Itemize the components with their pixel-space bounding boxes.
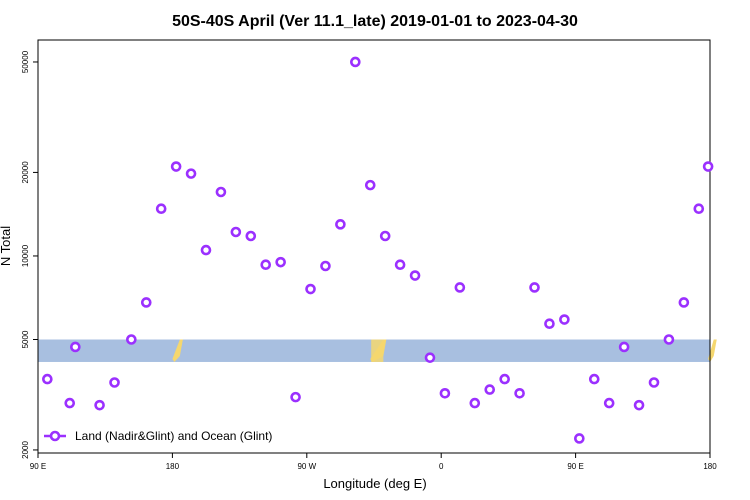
y-tick-label: 2000	[21, 440, 30, 458]
data-point	[409, 270, 421, 281]
data-point	[394, 259, 406, 271]
y-tick-label: 5000	[21, 330, 30, 348]
y-tick-label: 20000	[21, 161, 30, 184]
data-point	[454, 282, 466, 293]
data-point	[140, 297, 152, 308]
data-point	[320, 260, 331, 272]
data-point	[126, 334, 137, 345]
data-point	[94, 399, 105, 411]
y-axis-label: N Total	[0, 226, 13, 266]
data-point	[290, 391, 301, 403]
data-point	[439, 387, 451, 399]
y-axis: 2000 5000 10000 20000 50000	[21, 50, 38, 459]
data-point	[109, 377, 120, 388]
data-point	[275, 256, 286, 268]
x-tick-label: 90 W	[297, 462, 316, 471]
x-tick-label: 90 E	[567, 462, 583, 471]
data-point	[200, 244, 212, 256]
data-point	[544, 318, 555, 330]
data-point	[70, 341, 81, 353]
land-patches	[172, 339, 717, 362]
data-point	[155, 203, 167, 215]
data-point	[364, 179, 376, 191]
data-point	[648, 377, 660, 388]
data-point	[693, 203, 705, 215]
data-point	[469, 397, 481, 409]
data-point	[678, 297, 690, 308]
data-point	[350, 56, 361, 68]
data-point	[42, 373, 53, 385]
data-point	[633, 399, 645, 411]
data-point	[170, 161, 182, 172]
plot-frame	[37, 39, 711, 454]
data-point	[529, 282, 540, 293]
x-tick-label: 0	[439, 462, 444, 471]
data-point	[185, 168, 197, 179]
data-point	[618, 341, 630, 353]
data-points	[42, 56, 714, 444]
data-point	[424, 352, 436, 363]
data-point	[559, 314, 570, 325]
land-patch	[172, 339, 183, 362]
y-tick-label: 50000	[21, 50, 30, 73]
x-axis: 90 E 180 90 W 0 90 E 180	[30, 453, 717, 471]
data-point	[379, 230, 391, 242]
data-point	[702, 161, 714, 172]
land-patch	[371, 339, 384, 362]
legend-marker	[49, 430, 61, 442]
y-tick-label: 10000	[21, 244, 30, 267]
data-point	[245, 230, 257, 242]
x-tick-label: 180	[166, 462, 180, 471]
legend: Land (Nadir&Glint) and Ocean (Glint)	[44, 429, 272, 443]
data-point	[64, 397, 76, 409]
data-point	[230, 226, 242, 238]
data-point	[499, 373, 510, 385]
data-point	[484, 384, 496, 395]
data-point	[305, 283, 316, 295]
legend-label: Land (Nadir&Glint) and Ocean (Glint)	[75, 429, 272, 443]
x-axis-label: Longitude (deg E)	[323, 476, 426, 491]
x-tick-label: 180	[703, 462, 717, 471]
data-point	[215, 186, 227, 198]
chart-title: 50S-40S April (Ver 11.1_late) 2019-01-01…	[172, 13, 578, 30]
x-tick-label: 90 E	[30, 462, 46, 471]
data-point	[260, 259, 272, 271]
data-point	[335, 219, 346, 230]
data-point	[514, 387, 525, 399]
data-point	[588, 373, 600, 385]
data-point	[603, 397, 615, 409]
data-point	[574, 433, 585, 444]
data-point	[663, 334, 675, 345]
